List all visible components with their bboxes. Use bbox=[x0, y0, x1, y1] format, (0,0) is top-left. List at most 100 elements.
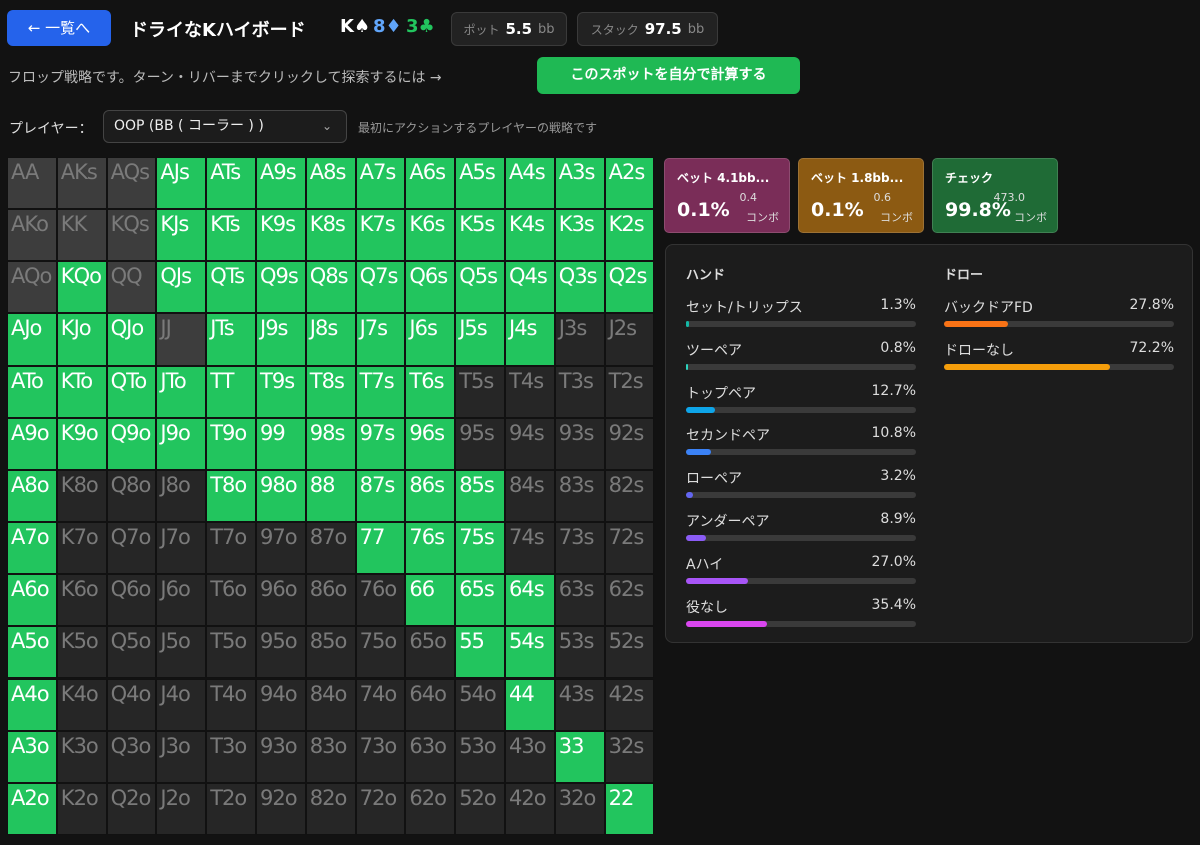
hand-cell[interactable]: Q5o bbox=[106, 626, 157, 679]
hand-cell[interactable]: 85o bbox=[305, 626, 356, 679]
hand-cell[interactable]: J9o bbox=[156, 417, 207, 470]
hand-cell[interactable]: T4s bbox=[505, 365, 555, 418]
action-card[interactable]: チェック 99.8% 473.0 コンボ bbox=[932, 158, 1058, 233]
hand-cell[interactable]: QTs bbox=[206, 261, 256, 314]
hand-cell[interactable]: 87o bbox=[305, 522, 356, 575]
hand-cell[interactable]: AKo bbox=[7, 209, 57, 262]
hand-cell[interactable]: T6s bbox=[405, 365, 456, 418]
hand-cell[interactable]: 92s bbox=[604, 417, 655, 470]
back-button[interactable]: ← 一覧へ bbox=[7, 10, 111, 46]
hand-cell[interactable]: 86o bbox=[305, 574, 356, 627]
hand-cell[interactable]: T8s bbox=[305, 365, 356, 418]
hand-cell[interactable]: 82o bbox=[305, 782, 356, 835]
hand-cell[interactable]: T5s bbox=[455, 365, 505, 418]
hand-cell[interactable]: 72o bbox=[355, 782, 406, 835]
hand-cell[interactable]: 93s bbox=[554, 417, 605, 470]
hand-cell[interactable]: 54o bbox=[455, 678, 505, 731]
action-card[interactable]: ベット 4.1bb... 0.1% 0.4 コンボ bbox=[664, 158, 790, 233]
hand-cell[interactable]: J7o bbox=[156, 522, 207, 575]
hand-cell[interactable]: T5o bbox=[206, 626, 256, 679]
hand-cell[interactable]: 88 bbox=[305, 469, 356, 523]
hand-cell[interactable]: 33 bbox=[554, 730, 605, 783]
hand-cell[interactable]: 22 bbox=[604, 782, 655, 835]
hand-cell[interactable]: K9o bbox=[56, 417, 107, 470]
hand-cell[interactable]: 94o bbox=[256, 678, 306, 731]
hand-cell[interactable]: Q4o bbox=[106, 678, 157, 731]
hand-cell[interactable]: A5s bbox=[455, 157, 505, 210]
hand-cell[interactable]: A9o bbox=[7, 417, 57, 470]
hand-cell[interactable]: 87s bbox=[355, 469, 406, 523]
hand-cell[interactable]: QJs bbox=[156, 261, 207, 314]
hand-cell[interactable]: A8s bbox=[305, 157, 356, 210]
hand-cell[interactable]: 96s bbox=[405, 417, 456, 470]
hand-cell[interactable]: 54s bbox=[505, 626, 555, 679]
hand-cell[interactable]: A4s bbox=[505, 157, 555, 210]
hand-cell[interactable]: A2o bbox=[7, 782, 57, 835]
hand-cell[interactable]: 65o bbox=[405, 626, 456, 679]
hand-cell[interactable]: 73s bbox=[554, 522, 605, 575]
hand-cell[interactable]: T7o bbox=[206, 522, 256, 575]
hand-cell[interactable]: K8s bbox=[305, 209, 356, 262]
hand-cell[interactable]: A5o bbox=[7, 626, 57, 679]
hand-cell[interactable]: 83o bbox=[305, 730, 356, 783]
hand-cell[interactable]: A7s bbox=[355, 157, 406, 210]
hand-cell[interactable]: J3o bbox=[156, 730, 207, 783]
hand-cell[interactable]: T7s bbox=[355, 365, 406, 418]
hand-cell[interactable]: 75o bbox=[355, 626, 406, 679]
hand-cell[interactable]: KJs bbox=[156, 209, 207, 262]
hand-cell[interactable]: Q9s bbox=[256, 261, 306, 314]
hand-cell[interactable]: 74s bbox=[505, 522, 555, 575]
hand-cell[interactable]: 44 bbox=[505, 678, 555, 731]
hand-cell[interactable]: T6o bbox=[206, 574, 256, 627]
hand-cell[interactable]: A9s bbox=[256, 157, 306, 210]
hand-cell[interactable]: 97s bbox=[355, 417, 406, 470]
hand-cell[interactable]: 82s bbox=[604, 469, 655, 523]
hand-cell[interactable]: 85s bbox=[455, 469, 505, 523]
hand-cell[interactable]: 72s bbox=[604, 522, 655, 575]
hand-cell[interactable]: Q3s bbox=[554, 261, 605, 314]
hand-cell[interactable]: Q3o bbox=[106, 730, 157, 783]
hand-cell[interactable]: K9s bbox=[256, 209, 306, 262]
hand-cell[interactable]: T9s bbox=[256, 365, 306, 418]
compute-button[interactable]: このスポットを自分で計算する bbox=[537, 57, 800, 94]
hand-cell[interactable]: 42s bbox=[604, 678, 655, 731]
hand-cell[interactable]: J6o bbox=[156, 574, 207, 627]
hand-cell[interactable]: TT bbox=[206, 365, 256, 418]
hand-cell[interactable]: K2s bbox=[604, 209, 655, 262]
hand-cell[interactable]: T3s bbox=[554, 365, 605, 418]
hand-cell[interactable]: A3o bbox=[7, 730, 57, 783]
hand-cell[interactable]: ATs bbox=[206, 157, 256, 210]
hand-cell[interactable]: A6s bbox=[405, 157, 456, 210]
hand-cell[interactable]: 52s bbox=[604, 626, 655, 679]
hand-cell[interactable]: KTs bbox=[206, 209, 256, 262]
hand-cell[interactable]: 94s bbox=[505, 417, 555, 470]
hand-cell[interactable]: 93o bbox=[256, 730, 306, 783]
hand-cell[interactable]: Q4s bbox=[505, 261, 555, 314]
hand-cell[interactable]: K5s bbox=[455, 209, 505, 262]
hand-cell[interactable]: KJo bbox=[56, 313, 107, 366]
hand-cell[interactable]: 98s bbox=[305, 417, 356, 470]
hand-cell[interactable]: K6s bbox=[405, 209, 456, 262]
hand-cell[interactable]: JTs bbox=[206, 313, 256, 366]
hand-cell[interactable]: A2s bbox=[604, 157, 655, 210]
hand-cell[interactable]: J5o bbox=[156, 626, 207, 679]
hand-cell[interactable]: 83s bbox=[554, 469, 605, 523]
hand-cell[interactable]: J5s bbox=[455, 313, 505, 366]
hand-cell[interactable]: 84o bbox=[305, 678, 356, 731]
hand-cell[interactable]: T2s bbox=[604, 365, 655, 418]
hand-cell[interactable]: J6s bbox=[405, 313, 456, 366]
hand-cell[interactable]: 32s bbox=[604, 730, 655, 783]
hand-cell[interactable]: 43s bbox=[554, 678, 605, 731]
hand-cell[interactable]: 76o bbox=[355, 574, 406, 627]
hand-cell[interactable]: 98o bbox=[256, 469, 306, 523]
hand-cell[interactable]: Q2s bbox=[604, 261, 655, 314]
hand-cell[interactable]: A7o bbox=[7, 522, 57, 575]
hand-cell[interactable]: JJ bbox=[156, 313, 207, 366]
hand-cell[interactable]: T3o bbox=[206, 730, 256, 783]
hand-cell[interactable]: J2s bbox=[604, 313, 655, 366]
hand-cell[interactable]: 99 bbox=[256, 417, 306, 470]
hand-cell[interactable]: 52o bbox=[455, 782, 505, 835]
hand-cell[interactable]: A3s bbox=[554, 157, 605, 210]
hand-cell[interactable]: 53o bbox=[455, 730, 505, 783]
hand-cell[interactable]: 97o bbox=[256, 522, 306, 575]
